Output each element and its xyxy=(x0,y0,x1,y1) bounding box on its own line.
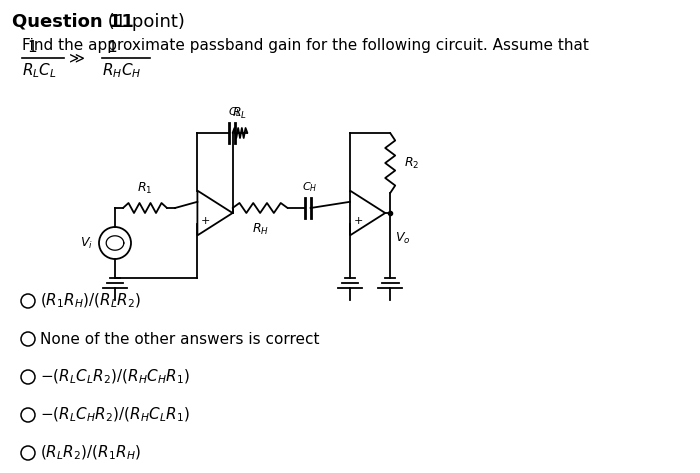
Text: $(R_L R_2)/( R_1 R_H)$: $(R_L R_2)/( R_1 R_H)$ xyxy=(40,444,141,462)
Text: $R_2$: $R_2$ xyxy=(404,156,419,171)
Text: $C_L$: $C_L$ xyxy=(228,105,241,119)
Text: ≫: ≫ xyxy=(69,51,85,65)
Text: $V_o$: $V_o$ xyxy=(395,231,411,246)
Text: +: + xyxy=(201,216,210,226)
Text: +: + xyxy=(354,216,363,226)
Text: 1: 1 xyxy=(27,40,36,55)
Text: None of the other answers is correct: None of the other answers is correct xyxy=(40,332,319,347)
Text: $R_HC_H$: $R_HC_H$ xyxy=(102,61,141,79)
Text: $(R_1 R_H)/( R_L R_2)$: $(R_1 R_H)/( R_L R_2)$ xyxy=(40,292,141,310)
Text: $R_LC_L$: $R_LC_L$ xyxy=(22,61,57,79)
Text: $R_H$: $R_H$ xyxy=(251,222,269,237)
Text: $-(R_L C_H R_2)/( R_H C_L R_1)$: $-(R_L C_H R_2)/( R_H C_L R_1)$ xyxy=(40,406,190,424)
Text: 1: 1 xyxy=(107,40,117,55)
Text: $R_L$: $R_L$ xyxy=(232,106,248,121)
Text: Question 11: Question 11 xyxy=(12,13,134,31)
Text: (1 point): (1 point) xyxy=(102,13,185,31)
Text: $-(R_L C_L R_2)/( R_H C_H R_1)$: $-(R_L C_L R_2)/( R_H C_H R_1)$ xyxy=(40,368,190,386)
Text: $C_H$: $C_H$ xyxy=(302,180,317,194)
Text: $V_i$: $V_i$ xyxy=(80,236,93,251)
Text: $R_1$: $R_1$ xyxy=(137,181,153,196)
Text: Find the approximate passband gain for the following circuit. Assume that: Find the approximate passband gain for t… xyxy=(22,38,589,53)
